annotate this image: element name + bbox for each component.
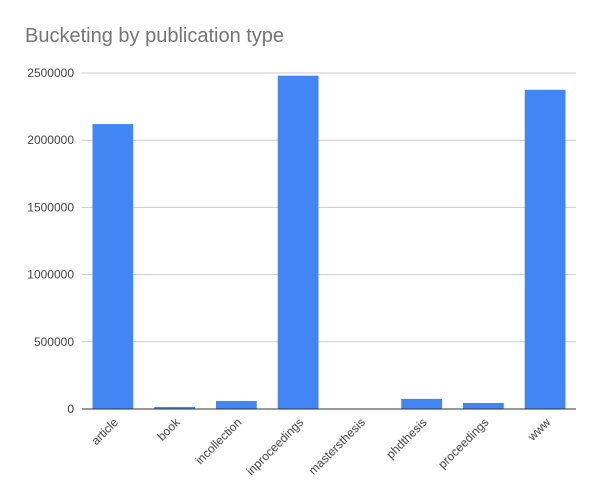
bar [277, 75, 319, 410]
y-tick-label: 500000 [34, 335, 74, 349]
x-tick-label: proceedings [435, 415, 491, 471]
bar [462, 402, 504, 409]
bar [154, 406, 196, 409]
chart-title: Bucketing by publication type [25, 25, 285, 47]
x-tick-label: phdthesis [384, 415, 430, 461]
y-tick-label: 2000000 [27, 133, 74, 147]
x-tick-label: book [154, 415, 183, 444]
y-tick-label: 0 [67, 402, 74, 416]
bar [92, 124, 134, 410]
y-tick-label: 1500000 [27, 200, 74, 214]
y-tick-label: 2500000 [27, 66, 74, 80]
bar [524, 89, 566, 410]
bar [215, 400, 257, 409]
x-tick-label: inproceedings [244, 415, 307, 478]
x-tick-label: mastersthesis [306, 415, 368, 477]
x-tick-label: incollection [193, 415, 245, 467]
x-tick-label: article [88, 415, 121, 448]
y-tick-label: 1000000 [27, 268, 74, 282]
x-tick-label: www [524, 415, 553, 444]
bar [401, 398, 443, 409]
